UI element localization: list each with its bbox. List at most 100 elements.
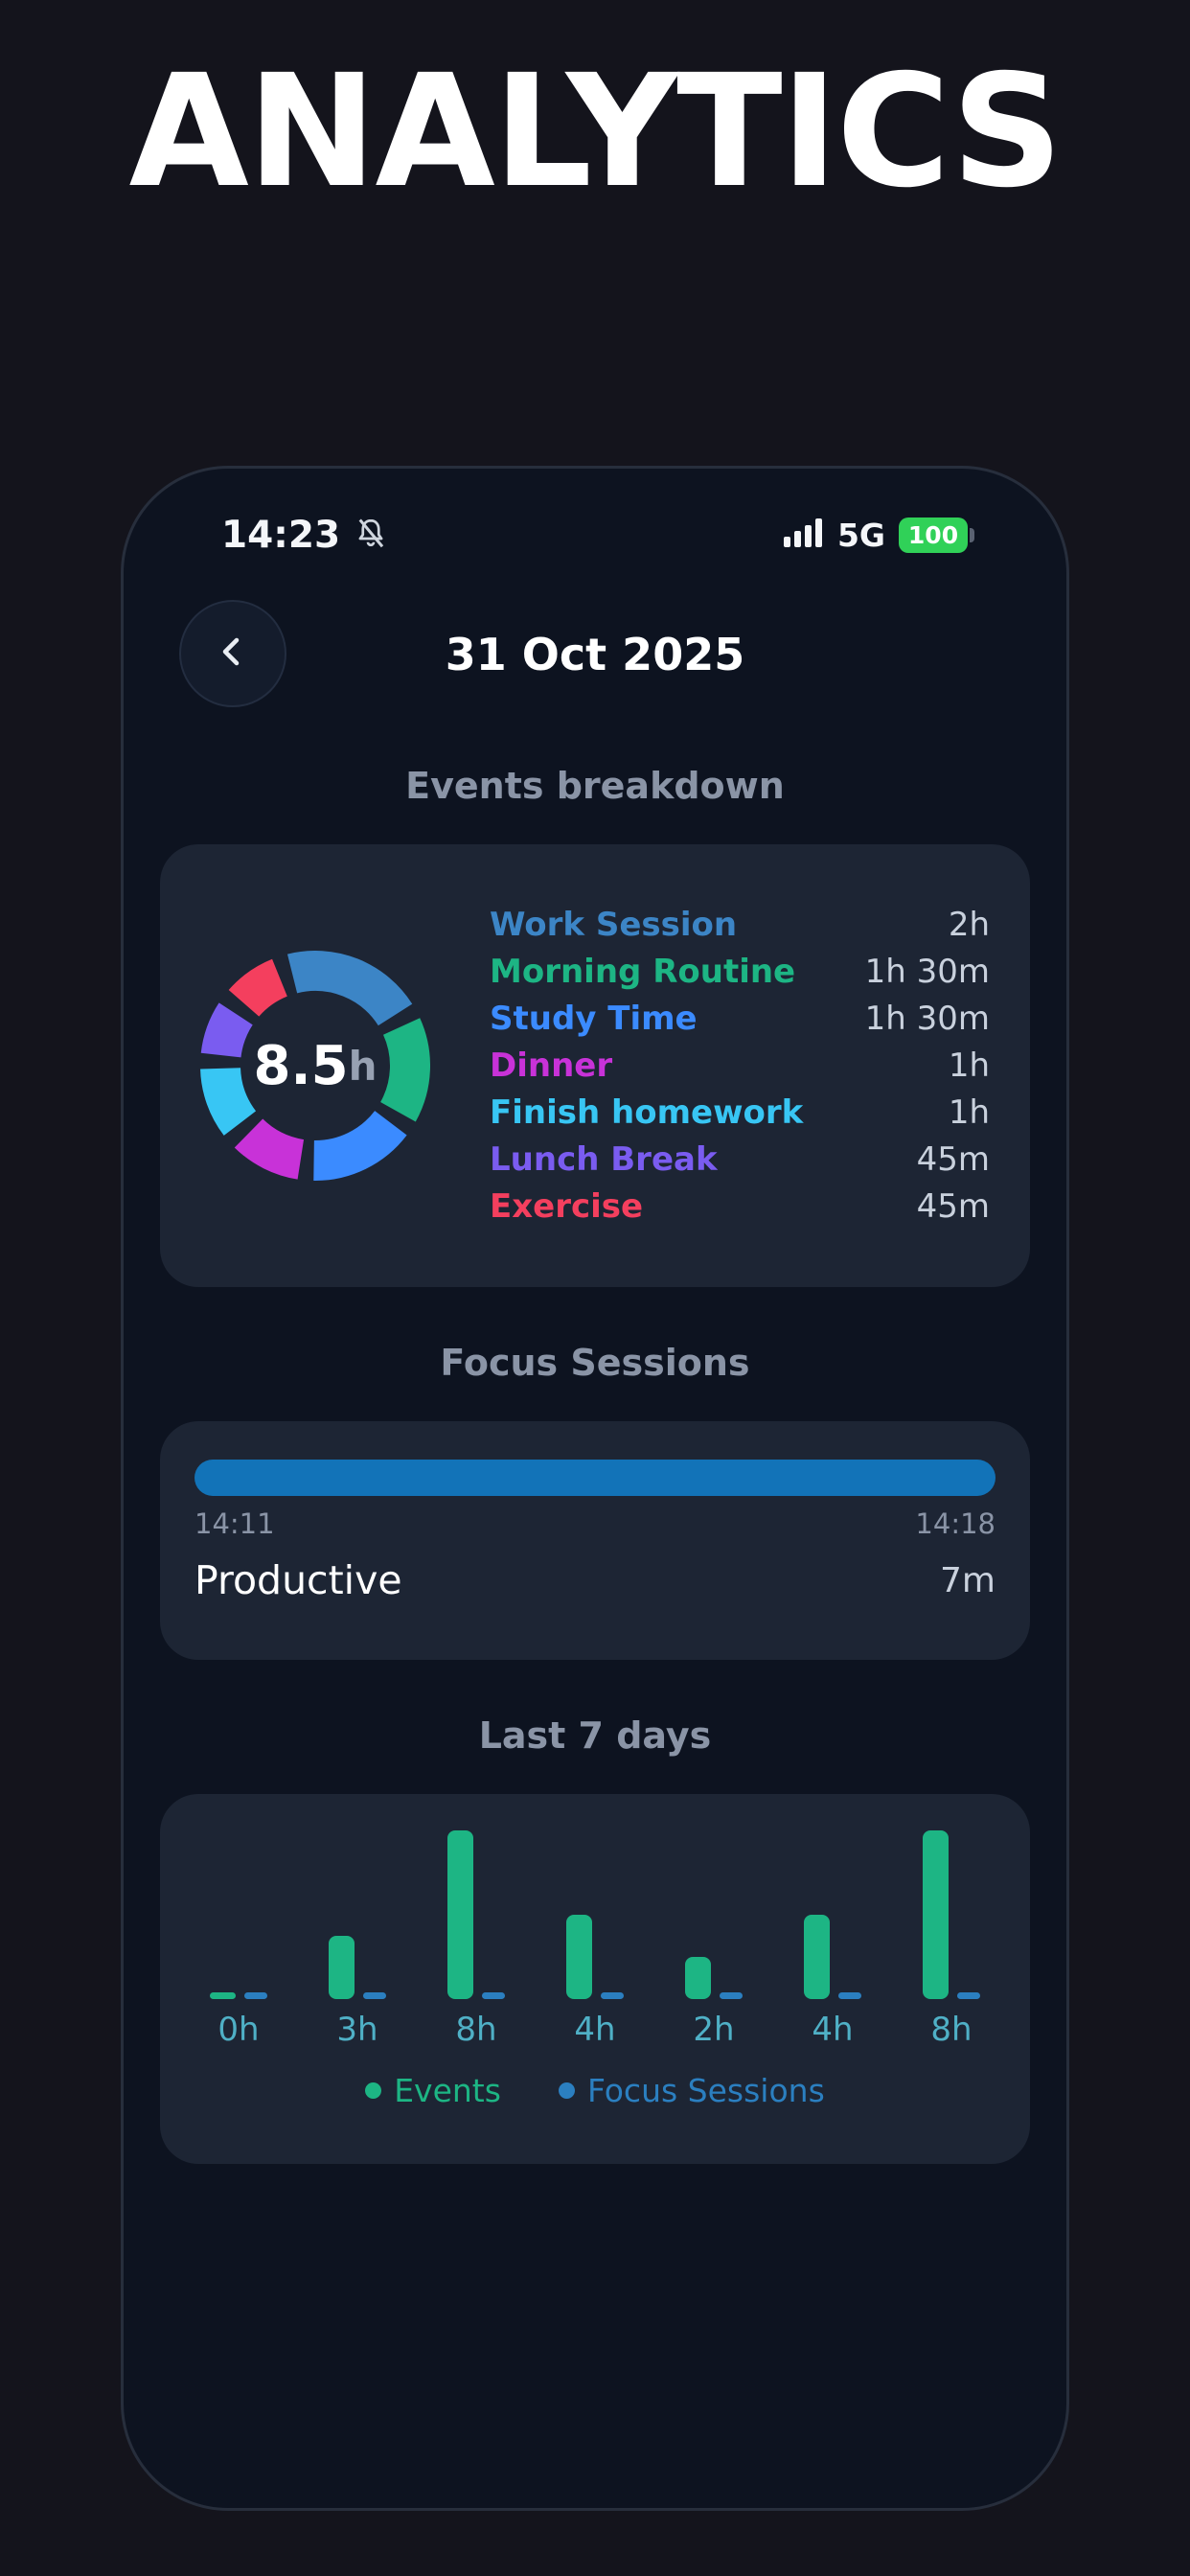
events-breakdown-heading: Events breakdown (405, 765, 785, 807)
week-bar-group (678, 1957, 749, 1999)
donut-segment (286, 951, 413, 1026)
legend-row: Morning Routine 1h 30m (490, 949, 990, 996)
week-bar-tick-label: 8h (930, 2011, 973, 2049)
donut-segment (379, 1018, 430, 1122)
week-legend-item: Focus Sessions (558, 2072, 825, 2109)
legend-event-label: Work Session (490, 906, 738, 944)
donut-total-value: 8.5 (253, 1034, 349, 1097)
legend-event-label: Lunch Break (490, 1140, 718, 1179)
battery-nub (970, 527, 974, 542)
last-7-days-heading: Last 7 days (478, 1714, 712, 1757)
header: 31 Oct 2025 (160, 599, 1030, 710)
donut-segment (200, 1067, 257, 1136)
legend-event-label: Morning Routine (490, 953, 796, 991)
week-bar-tick-label: 0h (217, 2011, 260, 2049)
donut-segment (313, 1110, 407, 1181)
week-legend-item: Events (365, 2072, 501, 2109)
focus-sessions-bar (838, 1992, 861, 1999)
focus-sessions-bar (720, 1992, 743, 1999)
status-bar: 14:23 5 (160, 509, 1030, 561)
focus-sessions-card: 14:11 14:18 Productive 7m (160, 1421, 1030, 1660)
network-type-label: 5G (836, 516, 885, 554)
legend-dot-icon (365, 2082, 382, 2099)
donut-total: 8.5 h (200, 951, 430, 1181)
last-7-days-card: 0h 3h 8h 4h 2h 4h 8h Events Focus Sessions (160, 1794, 1030, 2164)
back-button[interactable] (179, 600, 286, 707)
legend-row: Exercise 45m (490, 1184, 990, 1230)
week-bar-tick-label: 8h (455, 2011, 497, 2049)
week-bar-group (203, 1992, 274, 1999)
donut-chart-wrap: 8.5 h (200, 951, 430, 1181)
legend-event-label: Finish homework (490, 1093, 804, 1132)
donut-chart (200, 951, 430, 1181)
legend-event-duration: 45m (916, 1187, 990, 1226)
week-bar-tick-label: 3h (336, 2011, 378, 2049)
week-bar-group (916, 1830, 987, 1999)
focus-sessions-bar (957, 1992, 980, 1999)
week-bar-group (322, 1936, 393, 1999)
focus-end-time: 14:18 (915, 1507, 995, 1540)
week-legend-label: Focus Sessions (586, 2072, 825, 2109)
battery-icon: 100 (899, 517, 974, 553)
legend-event-duration: 1h (948, 1093, 990, 1132)
week-bar-group (797, 1915, 868, 1999)
donut-segment (234, 1118, 305, 1180)
legend-event-label: Dinner (490, 1046, 613, 1085)
focus-session-row: Productive 7m (195, 1557, 995, 1603)
focus-sessions-bar (244, 1992, 267, 1999)
legend-event-duration: 1h 30m (864, 1000, 990, 1038)
bell-slash-icon (354, 516, 388, 554)
week-bars (179, 1827, 1011, 1999)
week-bar-group (441, 1830, 512, 1999)
legend-event-label: Exercise (490, 1187, 644, 1226)
focus-sessions-bar (363, 1992, 386, 1999)
focus-session-duration: 7m (940, 1560, 995, 1600)
date-title: 31 Oct 2025 (445, 629, 745, 680)
legend-row: Lunch Break 45m (490, 1137, 990, 1184)
week-legend: Events Focus Sessions (179, 2072, 1011, 2109)
status-bar-left: 14:23 (221, 514, 388, 557)
focus-start-time: 14:11 (195, 1507, 275, 1540)
events-bar (804, 1915, 830, 1999)
phone-mockup: 14:23 5 (121, 466, 1069, 2511)
focus-session-label: Productive (195, 1557, 402, 1603)
legend-event-duration: 2h (948, 906, 990, 944)
focus-session-bar (195, 1460, 995, 1496)
week-bar-tick-label: 2h (693, 2011, 735, 2049)
legend-row: Finish homework 1h (490, 1090, 990, 1137)
page-title: ANALYTICS (128, 42, 1064, 222)
week-bar-tick-label: 4h (812, 2011, 854, 2049)
focus-session-times: 14:11 14:18 (195, 1507, 995, 1540)
week-legend-label: Events (394, 2072, 501, 2109)
donut-total-unit: h (348, 1042, 378, 1090)
week-bar-tick-label: 4h (574, 2011, 616, 2049)
donut-segment (200, 1002, 254, 1059)
legend-event-duration: 45m (916, 1140, 990, 1179)
week-bar-labels: 0h 3h 8h 4h 2h 4h 8h (179, 2011, 1011, 2049)
events-legend: Work Session 2h Morning Routine 1h 30m Study… (430, 902, 1030, 1230)
legend-row: Work Session 2h (490, 902, 990, 949)
events-bar (447, 1830, 473, 1999)
legend-event-duration: 1h (948, 1046, 990, 1085)
legend-row: Dinner 1h (490, 1043, 990, 1090)
events-breakdown-card: 8.5 h Work Session 2h Morning Routine 1h 30m… (160, 844, 1030, 1287)
clock: 14:23 (221, 513, 341, 557)
signal-strength-icon (783, 518, 824, 551)
battery-percent: 100 (899, 517, 968, 553)
events-bar (329, 1936, 355, 1999)
legend-row: Study Time 1h 30m (490, 996, 990, 1043)
legend-dot-icon (558, 2082, 575, 2099)
week-bar-group (560, 1915, 630, 1999)
legend-event-label: Study Time (490, 1000, 698, 1038)
status-bar-right: 5G 100 (783, 516, 974, 554)
events-bar (210, 1992, 236, 1999)
events-bar (923, 1830, 949, 1999)
focus-sessions-heading: Focus Sessions (440, 1342, 750, 1384)
events-bar (685, 1957, 711, 1999)
legend-event-duration: 1h 30m (864, 953, 990, 991)
focus-sessions-bar (601, 1992, 624, 1999)
events-bar (566, 1915, 592, 1999)
chevron-left-icon (212, 631, 254, 677)
focus-sessions-bar (482, 1992, 505, 1999)
